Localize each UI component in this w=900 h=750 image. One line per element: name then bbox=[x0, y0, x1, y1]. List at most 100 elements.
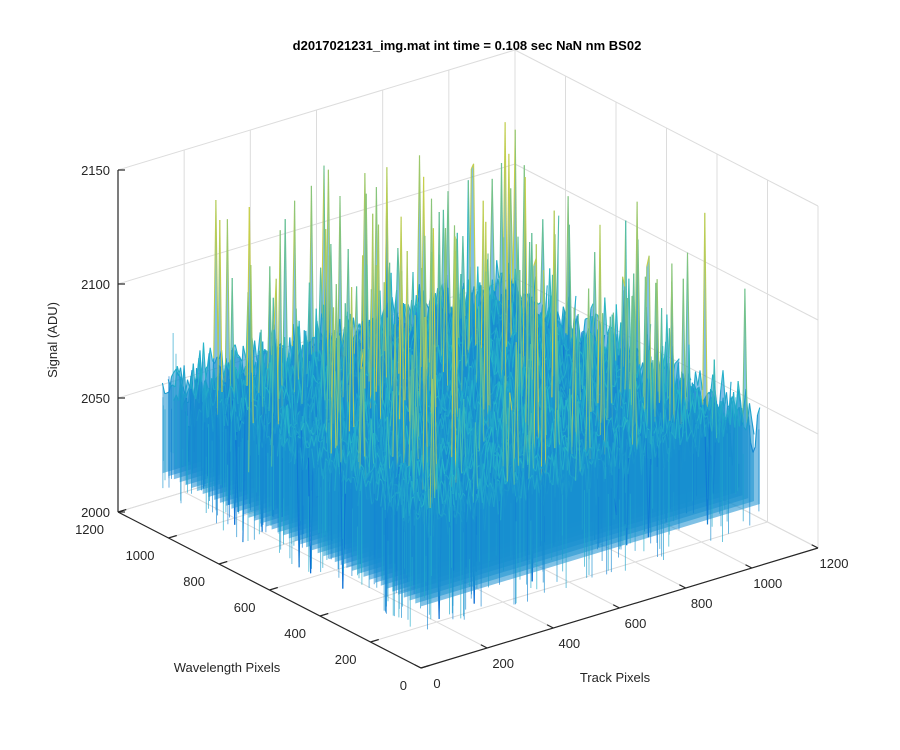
surface-trace bbox=[316, 350, 321, 359]
surface-trace bbox=[323, 423, 327, 433]
surface-trace bbox=[176, 366, 181, 376]
surface-trace bbox=[378, 421, 382, 429]
surface-trace bbox=[562, 373, 566, 379]
surface-trace bbox=[420, 411, 424, 422]
surface-trace bbox=[309, 360, 313, 386]
surface-trace bbox=[305, 421, 309, 428]
surface-trace bbox=[234, 350, 239, 358]
surface-trace bbox=[200, 342, 205, 385]
surface-trace bbox=[250, 265, 254, 424]
surface-trace bbox=[310, 185, 315, 365]
surface-trace bbox=[183, 393, 187, 399]
surface-trace bbox=[263, 370, 267, 392]
surface-trace bbox=[448, 318, 453, 334]
surface-trace bbox=[190, 381, 194, 394]
surface-trace bbox=[593, 369, 597, 385]
surface-trace bbox=[471, 380, 475, 409]
surface-trace bbox=[556, 318, 560, 323]
surface-trace bbox=[215, 199, 219, 366]
surface-trace bbox=[280, 385, 285, 393]
surface-trace bbox=[291, 200, 296, 347]
surface-trace bbox=[428, 198, 433, 369]
surface-trace bbox=[537, 302, 541, 305]
surface-trace bbox=[211, 378, 215, 390]
surface-trace bbox=[372, 213, 376, 436]
surface-trace bbox=[219, 219, 223, 393]
surface-trace bbox=[510, 188, 514, 284]
surface-trace bbox=[390, 380, 394, 394]
surface-trace bbox=[495, 299, 499, 315]
surface-trace bbox=[398, 216, 402, 374]
wall-grid-line bbox=[514, 49, 819, 207]
surface-trace bbox=[496, 260, 500, 279]
surface-trace bbox=[177, 376, 182, 401]
surface-trace bbox=[322, 446, 326, 451]
surface-trace bbox=[214, 381, 218, 402]
surface-trace bbox=[253, 361, 257, 376]
surface-trace bbox=[425, 303, 429, 309]
surface-trace bbox=[529, 241, 533, 367]
surface-trace bbox=[283, 405, 288, 448]
surface-trace bbox=[312, 374, 317, 382]
surface-trace bbox=[321, 423, 325, 440]
surface-trace bbox=[231, 277, 236, 410]
surface-trace bbox=[579, 351, 583, 355]
surface-trace bbox=[231, 387, 236, 398]
surface-trace bbox=[315, 386, 319, 413]
surface-trace bbox=[508, 153, 512, 338]
surface-trace bbox=[447, 379, 451, 392]
surface-trace bbox=[521, 366, 525, 397]
surface-trace bbox=[227, 386, 231, 400]
surface-mesh bbox=[161, 122, 761, 630]
surface-trace bbox=[285, 405, 290, 434]
surface-trace bbox=[369, 213, 374, 409]
surface-trace bbox=[561, 376, 565, 390]
surface-trace bbox=[302, 442, 306, 470]
surface-trace bbox=[308, 435, 313, 448]
surface-trace bbox=[304, 441, 308, 449]
surface-trace bbox=[286, 404, 291, 437]
surface-trace bbox=[604, 297, 608, 334]
surface-trace bbox=[356, 286, 360, 403]
surface-trace bbox=[505, 341, 509, 358]
surface-trace bbox=[244, 397, 248, 411]
surface-trace bbox=[455, 238, 460, 338]
surface-trace bbox=[489, 349, 493, 363]
surface-trace bbox=[213, 388, 217, 391]
surface-trace bbox=[257, 332, 261, 355]
surface-trace bbox=[315, 356, 320, 381]
surface-trace bbox=[590, 303, 594, 309]
surface-trace bbox=[489, 178, 493, 287]
surface-trace bbox=[288, 433, 292, 454]
surface-trace bbox=[187, 385, 191, 392]
surface-trace bbox=[280, 433, 284, 446]
surface-trace bbox=[521, 165, 525, 326]
surface-trace bbox=[367, 471, 371, 474]
surface-trace bbox=[278, 385, 282, 399]
surface-trace bbox=[503, 237, 507, 395]
surface-trace bbox=[342, 303, 346, 398]
surface-trace bbox=[209, 347, 214, 361]
surface-trace bbox=[255, 400, 258, 402]
surface-trace bbox=[314, 464, 319, 481]
surface-trace bbox=[242, 397, 246, 543]
surface-trace bbox=[403, 405, 407, 435]
surface-trace bbox=[446, 392, 450, 399]
surface-trace bbox=[444, 228, 449, 402]
surface-trace bbox=[239, 401, 244, 421]
surface-trace bbox=[498, 300, 503, 305]
surface-trace bbox=[351, 287, 355, 428]
surface-trace bbox=[240, 366, 244, 374]
surface-trace bbox=[557, 311, 561, 321]
surface-trace bbox=[258, 329, 262, 393]
surface-trace bbox=[559, 324, 564, 340]
surface-trace bbox=[458, 273, 462, 321]
surface-trace bbox=[560, 368, 564, 379]
surface-trace bbox=[332, 307, 337, 449]
surface-trace bbox=[546, 313, 551, 326]
floor-grid-line bbox=[370, 521, 768, 643]
surface-trace bbox=[313, 468, 317, 498]
surface-trace bbox=[417, 319, 421, 380]
surface-trace bbox=[216, 219, 221, 415]
surface-trace bbox=[235, 378, 239, 405]
